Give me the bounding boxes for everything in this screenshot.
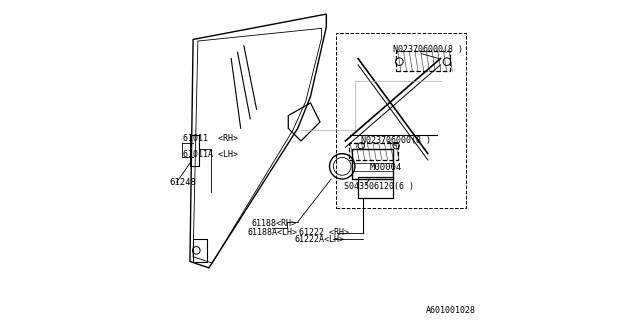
Text: 61011  <RH>: 61011 <RH>: [183, 134, 238, 143]
Text: 61188<RH>: 61188<RH>: [251, 219, 296, 228]
Text: 61248: 61248: [170, 178, 196, 187]
Text: A601001028: A601001028: [426, 307, 476, 316]
Text: M00004: M00004: [369, 164, 401, 172]
Text: 61222 <RH>: 61222 <RH>: [300, 228, 349, 237]
Text: S043506120(6 ): S043506120(6 ): [344, 182, 414, 191]
Text: N023706000(8 ): N023706000(8 ): [360, 136, 431, 146]
Text: 61011A <LH>: 61011A <LH>: [183, 150, 238, 159]
Text: 61188A<LH>: 61188A<LH>: [248, 228, 298, 237]
Text: 61222A<LH>: 61222A<LH>: [294, 236, 344, 244]
Text: N023706000(8 ): N023706000(8 ): [393, 45, 463, 54]
